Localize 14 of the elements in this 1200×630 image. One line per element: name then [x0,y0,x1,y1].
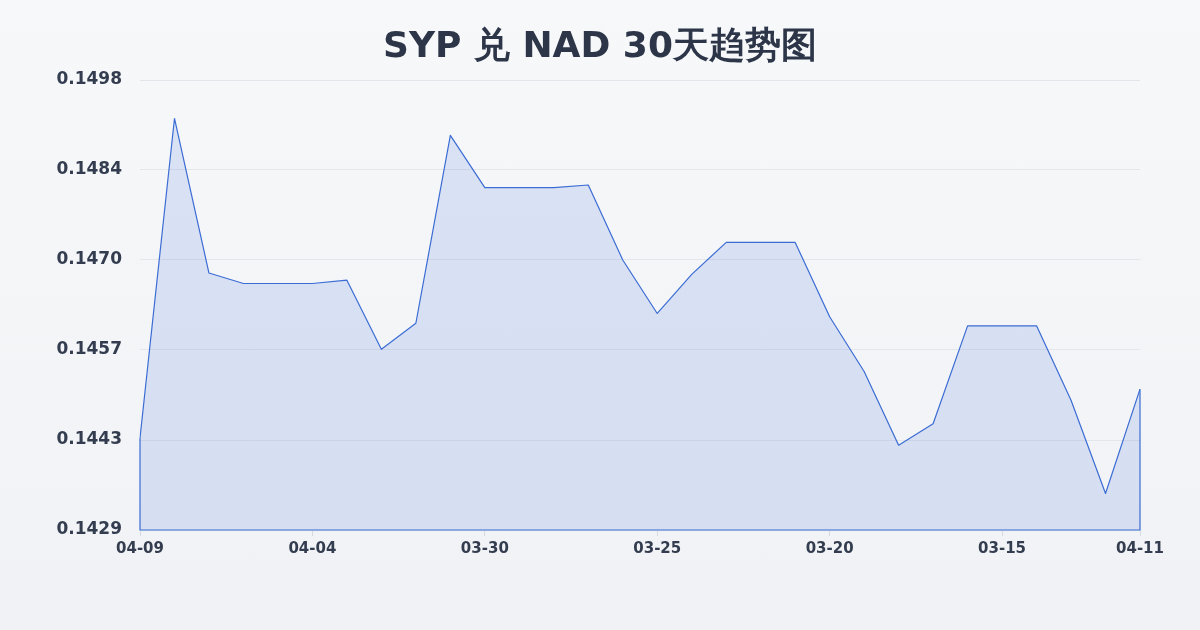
chart-title: SYP 兑 NAD 30天趋势图 [383,24,817,65]
y-tick-label: 0.1484 [56,158,123,179]
y-tick-label: 0.1498 [56,68,122,89]
x-tick-label: 04-04 [288,538,337,557]
y-tick-label: 0.1470 [56,248,123,269]
y-tick-label: 0.1429 [56,518,122,539]
x-tick-label: 03-20 [805,538,854,557]
y-tick-label: 0.1457 [56,338,122,359]
x-tick-label: 03-15 [978,538,1027,557]
x-tick-label: 04-11 [1116,538,1164,557]
x-tick-label: 04-09 [116,538,164,557]
x-tick-label: 03-30 [460,538,509,557]
x-tick-label: 03-25 [633,538,682,557]
y-tick-label: 0.1443 [56,428,122,449]
